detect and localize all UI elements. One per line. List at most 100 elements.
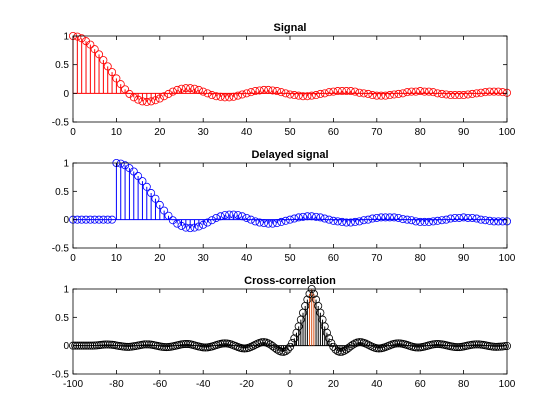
x-tick-label: -60 <box>153 379 168 390</box>
stem-marker <box>164 89 173 98</box>
stem-marker <box>359 216 368 225</box>
y-tick-label: -0.5 <box>52 370 70 381</box>
stem-marker <box>411 87 420 96</box>
stem-marker <box>459 213 468 222</box>
stem-marker <box>240 344 249 353</box>
stem-marker <box>403 88 412 97</box>
stem-marker <box>372 344 381 353</box>
stem-marker <box>309 289 318 298</box>
y-tick-label: 0 <box>63 89 69 100</box>
stem-marker <box>281 347 290 356</box>
stem-marker <box>251 217 260 226</box>
stem-marker <box>97 340 106 349</box>
stem-marker <box>437 216 446 225</box>
stem-marker <box>225 210 234 219</box>
stem-marker <box>203 89 212 98</box>
stem-marker <box>277 88 286 97</box>
stem-marker <box>207 91 216 100</box>
stem-marker <box>476 215 485 224</box>
stem-marker <box>355 217 364 226</box>
x-tick-label: 40 <box>241 253 253 264</box>
stem-marker <box>329 342 338 351</box>
stem-marker <box>437 89 446 98</box>
stem-marker <box>77 215 86 224</box>
stem-marker <box>305 289 314 298</box>
stem-marker <box>181 223 190 232</box>
x-tick-label: 20 <box>328 379 340 390</box>
stem-marker <box>194 85 203 94</box>
stem-marker <box>249 341 258 350</box>
stem-marker <box>346 218 355 227</box>
stem-marker <box>140 340 149 349</box>
stem-marker <box>121 85 130 94</box>
stem-marker <box>294 91 303 100</box>
stem-marker <box>329 216 338 225</box>
stem-marker <box>468 340 477 349</box>
stem-marker <box>377 91 386 100</box>
x-tick-label: 90 <box>458 253 470 264</box>
stem-marker <box>268 86 277 95</box>
stem-marker <box>259 219 268 228</box>
stem-marker <box>134 172 143 181</box>
stem-marker <box>155 94 164 103</box>
stem-marker <box>212 213 221 222</box>
stem-marker <box>162 343 171 352</box>
stem-marker <box>333 217 342 226</box>
stem-marker <box>361 339 370 348</box>
x-tick-label: 50 <box>284 253 296 264</box>
stem-marker <box>272 219 281 228</box>
stem-marker <box>77 34 86 43</box>
stem-marker <box>238 90 247 99</box>
stem-marker <box>411 343 420 352</box>
stem-marker <box>186 224 195 233</box>
stem-marker <box>442 215 451 224</box>
stem-marker <box>489 342 498 351</box>
x-tick-label: 50 <box>284 127 296 138</box>
stem-marker <box>216 92 225 101</box>
stem-marker <box>129 167 138 176</box>
stem-marker <box>431 340 440 349</box>
y-tick-label: 0 <box>63 215 69 226</box>
stem-marker <box>351 217 360 226</box>
stem-marker <box>489 87 498 96</box>
stem-marker <box>385 213 394 222</box>
stem-marker <box>246 88 255 97</box>
stem-marker <box>151 96 160 105</box>
stem-marker <box>264 85 273 94</box>
x-tick-label: 0 <box>70 253 76 264</box>
stem-marker <box>186 84 195 93</box>
stem-marker <box>105 340 114 349</box>
stem-marker <box>238 344 247 353</box>
stem-marker <box>103 340 112 349</box>
stem-marker <box>285 342 294 351</box>
stem-marker <box>112 74 121 83</box>
x-tick-label: 10 <box>111 253 123 264</box>
stem-marker <box>259 85 268 94</box>
axes-title-signal: Signal <box>273 22 306 34</box>
stem-marker <box>429 217 438 226</box>
stem-marker <box>303 212 312 221</box>
stem-marker <box>472 214 481 223</box>
stem-marker <box>283 345 292 354</box>
stem-marker <box>414 343 423 352</box>
stem-marker <box>392 339 401 348</box>
stem-marker <box>144 340 153 349</box>
stem-marker <box>218 339 227 348</box>
axes-title-cross-correlation: Cross-correlation <box>244 275 336 287</box>
stem-marker <box>299 92 308 101</box>
stem-marker <box>181 340 190 349</box>
stem-marker <box>429 88 438 97</box>
stem-marker <box>407 216 416 225</box>
stem-marker <box>199 87 208 96</box>
stem-marker <box>472 89 481 98</box>
stem-marker <box>290 334 299 343</box>
stem-marker <box>108 68 117 77</box>
stem-marker <box>246 342 255 351</box>
stem-marker <box>121 161 130 170</box>
stem-marker <box>203 218 212 227</box>
stem-marker <box>225 93 234 102</box>
stem-marker <box>179 340 188 349</box>
stem-marker <box>264 339 273 348</box>
stem-marker <box>442 90 451 99</box>
stem-marker <box>157 342 166 351</box>
